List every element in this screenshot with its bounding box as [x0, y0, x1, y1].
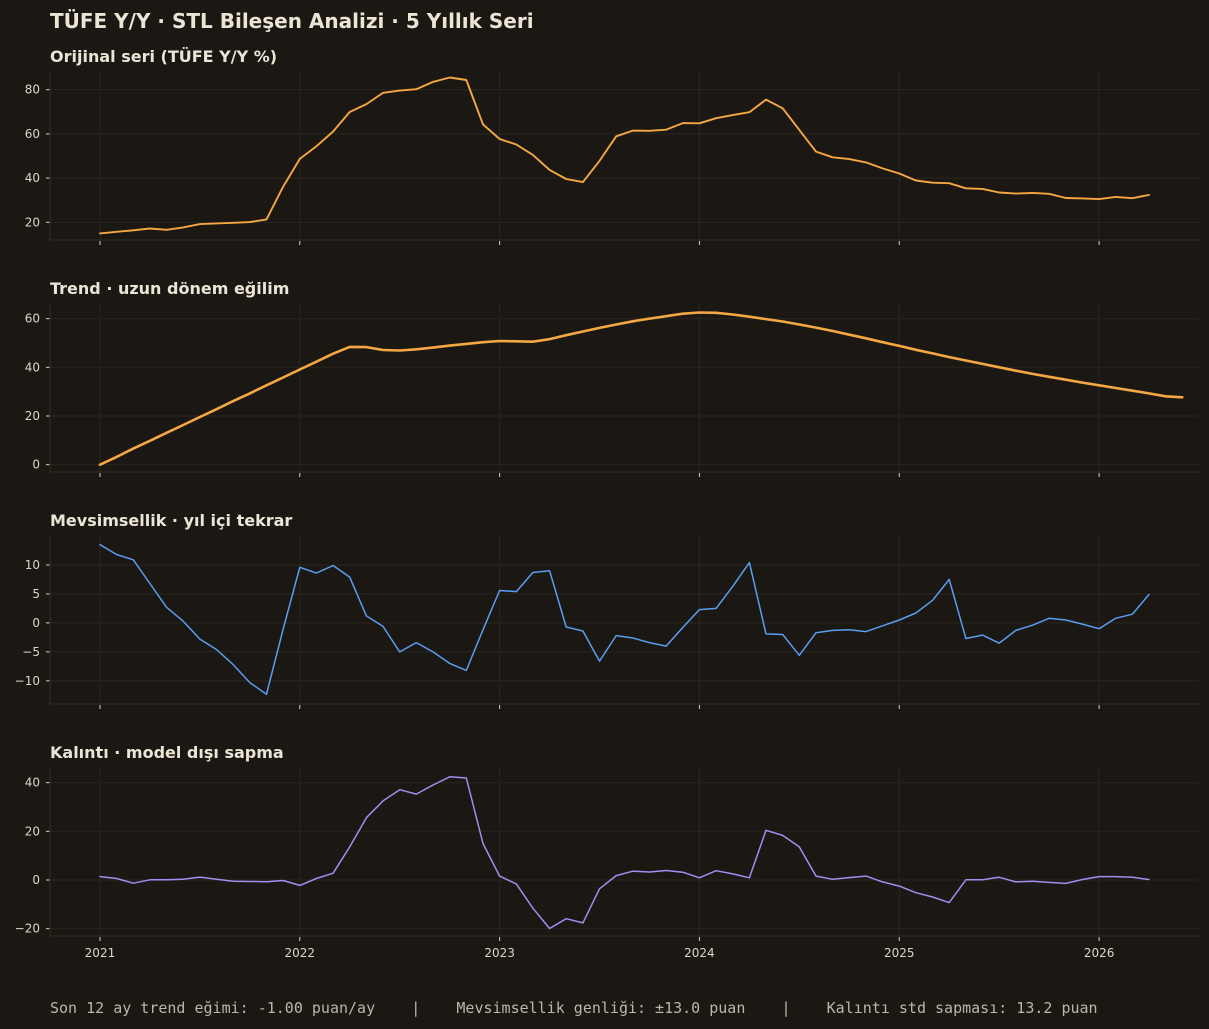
y-tick-label: 40	[25, 171, 40, 185]
panel-3: Mevsimsellik · yıl içi tekrar 10 5 0 −5 −10	[15, 511, 1199, 709]
y-tick-label: 20	[25, 215, 40, 229]
panel-2: Trend · uzun dönem eğilim 0 20 40 60	[25, 279, 1199, 477]
x-tick-label: 2021	[85, 946, 116, 960]
series-line	[99, 776, 1150, 930]
series-line	[99, 543, 1150, 695]
x-tick-label: 2023	[484, 946, 515, 960]
main-title: TÜFE Y/Y · STL Bileşen Analizi · 5 Yıllı…	[50, 9, 534, 33]
y-tick-label: 5	[32, 587, 40, 601]
x-tick-label: 2026	[1084, 946, 1115, 960]
y-tick-label: −10	[15, 674, 40, 688]
series-line	[98, 311, 1184, 467]
panel-4: Kalıntı · model dışı sapma 2021 2022 2023 20…	[15, 743, 1199, 960]
y-tick-label: 60	[25, 127, 40, 141]
panel-title: Orijinal seri (TÜFE Y/Y %)	[50, 47, 277, 66]
y-tick-label: 20	[25, 824, 40, 838]
y-tick-label: 0	[32, 873, 40, 887]
panel-1: Orijinal seri (TÜFE Y/Y %) 20 40 60 80	[25, 47, 1199, 245]
y-tick-label: 10	[25, 558, 40, 572]
y-tick-label: −20	[15, 922, 40, 936]
x-tick-label: 2024	[684, 946, 715, 960]
y-tick-label: 80	[25, 83, 40, 97]
stats-footer: Son 12 ay trend eğimi: -1.00 puan/ay | M…	[50, 999, 1098, 1017]
y-tick-label: 0	[32, 616, 40, 630]
y-tick-label: 60	[25, 312, 40, 326]
y-tick-label: 40	[25, 776, 40, 790]
y-tick-label: 40	[25, 360, 40, 374]
y-tick-label: 20	[25, 409, 40, 423]
panel-title: Kalıntı · model dışı sapma	[50, 743, 284, 762]
series-line	[99, 76, 1150, 235]
panel-title: Trend · uzun dönem eğilim	[50, 279, 289, 298]
panel-title: Mevsimsellik · yıl içi tekrar	[50, 511, 292, 530]
x-tick-label: 2022	[285, 946, 316, 960]
y-tick-label: −5	[22, 645, 40, 659]
y-tick-label: 0	[32, 458, 40, 472]
x-tick-label: 2025	[884, 946, 915, 960]
